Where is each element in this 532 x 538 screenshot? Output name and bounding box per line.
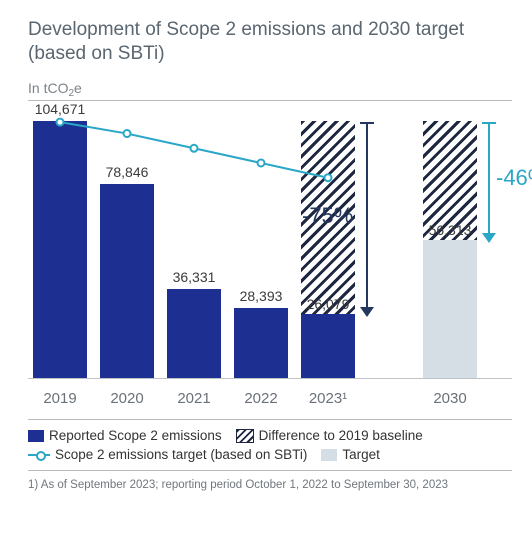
divider-top	[28, 100, 512, 101]
swatch-solid-icon	[28, 430, 44, 442]
legend: Reported Scope 2 emissions Difference to…	[28, 419, 512, 462]
chart-area: 104,67178,84636,33128,39326,07956,313 20…	[28, 109, 512, 409]
percent-change-label: -75%	[302, 203, 353, 229]
x-axis-label: 2019	[25, 390, 95, 407]
swatch-line-icon	[28, 450, 50, 460]
swatch-hatch-icon	[236, 429, 254, 443]
legend-item-difference: Difference to 2019 baseline	[236, 428, 423, 443]
x-axis-label: 2020	[92, 390, 162, 407]
legend-item-targetline: Scope 2 emissions target (based on SBTi)	[28, 447, 307, 462]
x-axis-label: 2021	[159, 390, 229, 407]
legend-item-target: Target	[321, 447, 380, 462]
x-axis-label: 2023¹	[293, 390, 363, 407]
legend-label: Scope 2 emissions target (based on SBTi)	[55, 447, 307, 462]
y-axis-unit: In tCO2e	[28, 80, 512, 96]
legend-item-reported: Reported Scope 2 emissions	[28, 428, 222, 443]
divider-bottom	[28, 470, 512, 471]
swatch-grey-icon	[321, 449, 337, 461]
change-arrow	[482, 109, 496, 379]
x-axis-label: 2022	[226, 390, 296, 407]
legend-label: Difference to 2019 baseline	[259, 428, 423, 443]
legend-label: Target	[342, 447, 380, 462]
footnote: 1) As of September 2023; reporting perio…	[28, 479, 512, 491]
legend-label: Reported Scope 2 emissions	[49, 428, 222, 443]
figure-root: Development of Scope 2 emissions and 203…	[0, 0, 532, 538]
percent-change-label: -46%	[496, 165, 532, 191]
x-axis-label: 2030	[415, 390, 485, 407]
target-line	[28, 109, 512, 379]
chart-title: Development of Scope 2 emissions and 203…	[28, 18, 512, 66]
change-arrow	[360, 109, 374, 379]
